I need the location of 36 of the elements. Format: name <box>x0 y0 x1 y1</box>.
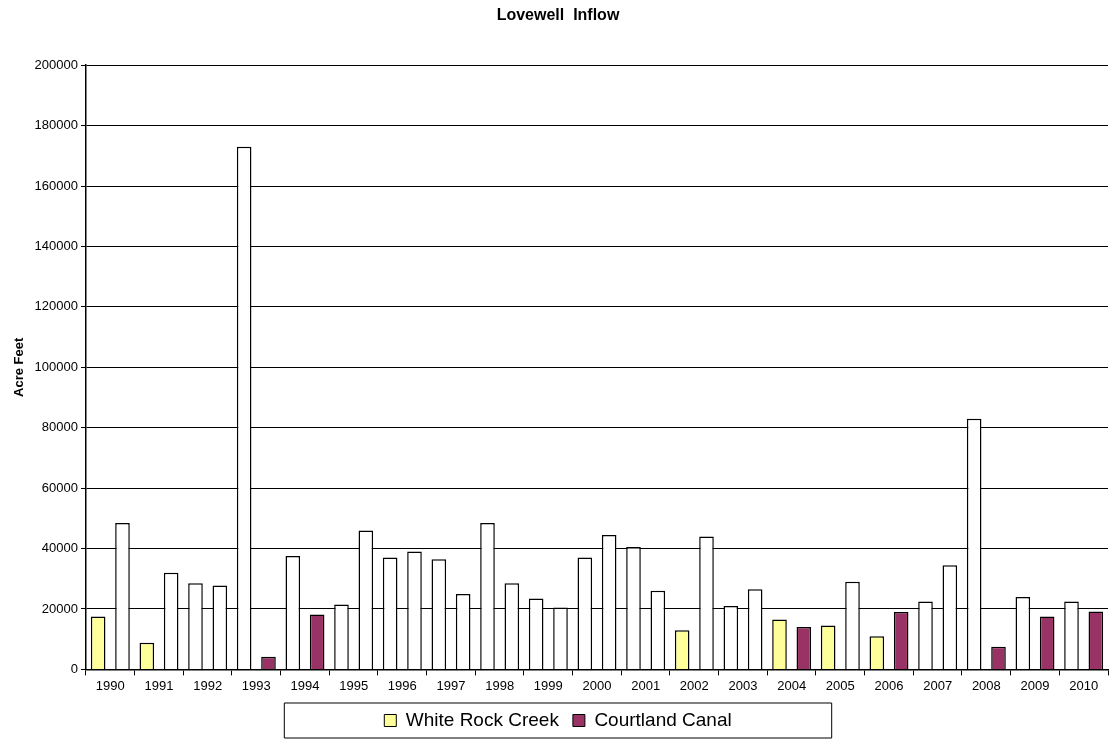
x-tick-label: 1990 <box>95 677 125 693</box>
x-tick-label: 2007 <box>923 677 953 693</box>
x-tick-label: 2009 <box>1020 677 1050 693</box>
y-tick-label: 100000 <box>34 358 78 374</box>
y-tick-label: 160000 <box>34 177 78 193</box>
y-tick-label: 0 <box>70 660 78 676</box>
x-tick-label: 1997 <box>436 677 466 693</box>
x-tick-label: 1996 <box>387 677 417 693</box>
x-tick-label: 2010 <box>1069 677 1099 693</box>
y-tick-label: 140000 <box>34 238 78 254</box>
y-tick-label: 180000 <box>34 117 78 133</box>
y-tick-label: 40000 <box>41 540 78 556</box>
x-tick-label: 2005 <box>825 677 855 693</box>
y-tick-label: 80000 <box>41 419 78 435</box>
x-tick-label: 2006 <box>874 677 904 693</box>
x-tick-label: 2000 <box>582 677 612 693</box>
x-tick-label: 2003 <box>728 677 758 693</box>
legend-label: Courtland Canal <box>594 708 732 730</box>
x-tick-label: 1999 <box>533 677 563 693</box>
x-tick-label: 2008 <box>971 677 1001 693</box>
chart-title: Lovewell Inflow <box>496 6 620 24</box>
y-tick-label: 120000 <box>34 298 78 314</box>
x-tick-label: 2004 <box>777 677 807 693</box>
y-tick-label: 60000 <box>41 479 78 495</box>
y-tick-label: 20000 <box>41 600 78 616</box>
y-axis-title: Acre Feet <box>11 337 27 397</box>
x-tick-label: 1998 <box>485 677 515 693</box>
x-tick-label: 1995 <box>339 677 369 693</box>
x-tick-label: 2001 <box>631 677 661 693</box>
x-tick-label: 1992 <box>193 677 223 693</box>
y-tick-label: 200000 <box>34 56 78 72</box>
legend-label: White Rock Creek <box>405 708 560 730</box>
x-tick-label: 1994 <box>290 677 320 693</box>
x-tick-label: 1991 <box>144 677 174 693</box>
x-tick-label: 2002 <box>679 677 709 693</box>
x-tick-label: 1993 <box>241 677 271 693</box>
